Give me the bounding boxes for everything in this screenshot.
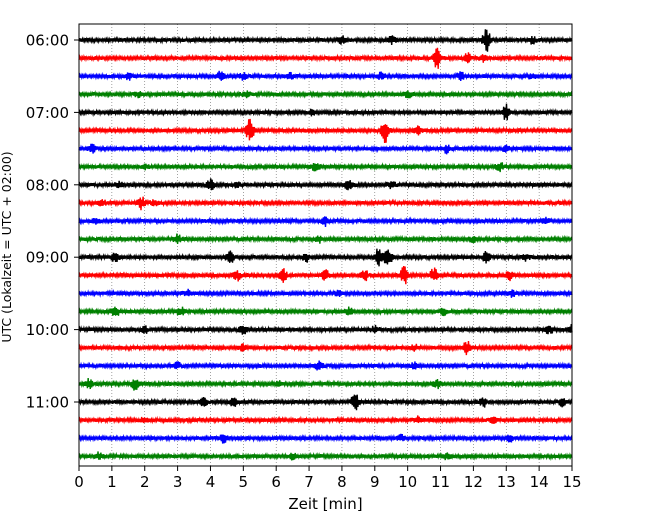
trace-1130 bbox=[78, 433, 573, 444]
x-tick-label: 5 bbox=[239, 473, 249, 491]
y-tick-label: 07:00 bbox=[26, 104, 69, 122]
x-tick-label: 4 bbox=[206, 473, 216, 491]
x-tick-label: 6 bbox=[271, 473, 281, 491]
x-tick-label: 13 bbox=[497, 473, 516, 491]
x-tick-label: 12 bbox=[464, 473, 483, 491]
trace-0645 bbox=[78, 89, 573, 99]
x-tick-label: 2 bbox=[140, 473, 150, 491]
trace-1115 bbox=[78, 415, 573, 425]
trace-layer bbox=[78, 29, 573, 462]
trace-0700 bbox=[78, 103, 573, 121]
y-tick-label: 11:00 bbox=[26, 394, 69, 412]
trace-0800 bbox=[78, 178, 573, 191]
trace-0615 bbox=[78, 47, 573, 69]
x-tick-label: 14 bbox=[530, 473, 549, 491]
trace-1015 bbox=[78, 340, 573, 356]
trace-0715 bbox=[78, 118, 573, 143]
trace-1045 bbox=[78, 377, 573, 391]
trace-1100 bbox=[78, 394, 573, 411]
trace-0900 bbox=[78, 248, 573, 267]
plot-frame bbox=[78, 23, 573, 467]
trace-0730 bbox=[78, 143, 573, 155]
grid-lines bbox=[111, 24, 540, 466]
trace-1145 bbox=[78, 451, 573, 462]
y-tick-label: 09:00 bbox=[26, 249, 69, 267]
trace-0630 bbox=[78, 70, 573, 82]
trace-0830 bbox=[78, 216, 573, 227]
x-axis-label: Zeit [min] bbox=[288, 495, 362, 513]
x-tick-label: 10 bbox=[398, 473, 417, 491]
x-axis: 0 1 2 3 4 5 6 7 8 9 10 11 12 13 14 15 bbox=[74, 466, 582, 491]
y-tick-label: 06:00 bbox=[26, 32, 69, 50]
y-axis-label: UTC (Lokalzeit = UTC + 02:00) bbox=[0, 151, 14, 342]
y-axis: 06:00 07:00 08:00 09:00 10:00 11:00 bbox=[26, 32, 79, 412]
trace-0600 bbox=[78, 29, 573, 52]
trace-0845 bbox=[78, 233, 573, 245]
x-tick-label: 3 bbox=[173, 473, 183, 491]
trace-1030 bbox=[78, 360, 573, 371]
x-tick-label: 11 bbox=[431, 473, 450, 491]
x-tick-label: 7 bbox=[304, 473, 314, 491]
trace-0915 bbox=[78, 265, 573, 285]
trace-0945 bbox=[78, 306, 573, 317]
trace-0930 bbox=[78, 288, 573, 298]
x-tick-label: 15 bbox=[562, 473, 581, 491]
y-tick-label: 10:00 bbox=[26, 321, 69, 339]
trace-1000 bbox=[78, 323, 573, 335]
x-tick-label: 9 bbox=[370, 473, 380, 491]
x-tick-label: 0 bbox=[74, 473, 84, 491]
trace-0745 bbox=[78, 162, 573, 173]
trace-0815 bbox=[78, 196, 573, 211]
y-tick-label: 08:00 bbox=[26, 176, 69, 194]
x-tick-label: 8 bbox=[337, 473, 347, 491]
x-tick-label: 1 bbox=[107, 473, 117, 491]
